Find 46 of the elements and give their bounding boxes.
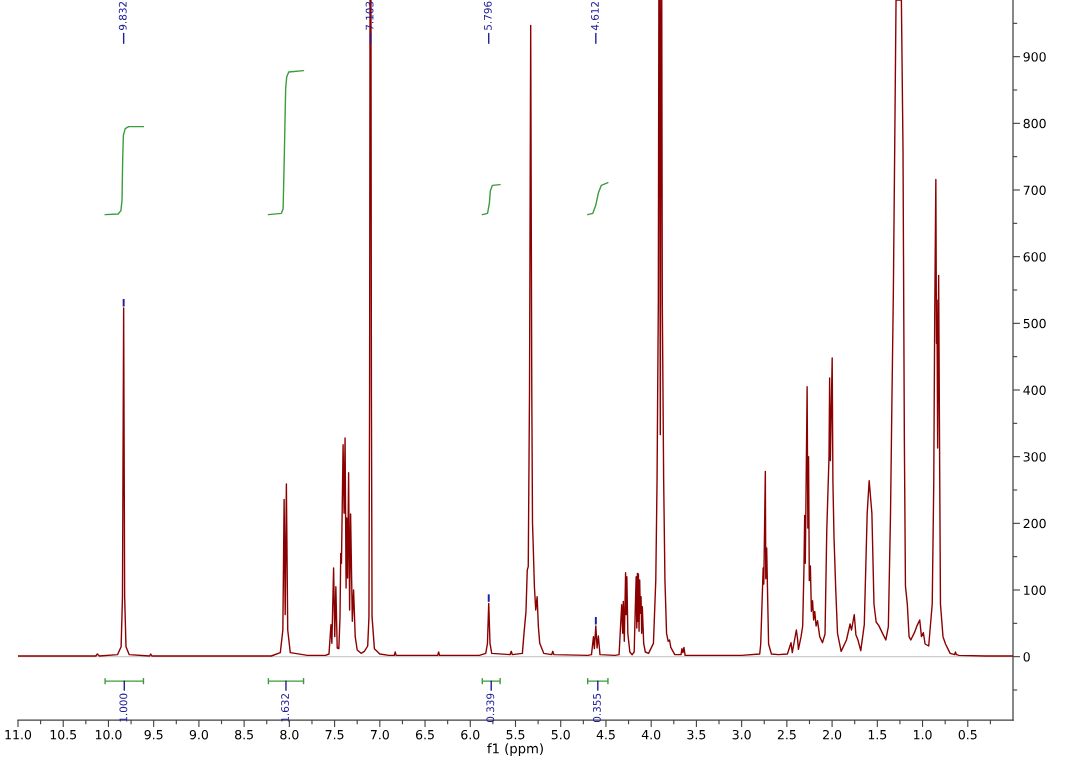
y-tick-label: 400 [1023,385,1046,395]
y-tick-label: 200 [1023,518,1046,529]
x-tick-label: 1.0 [913,729,932,740]
x-tick-label: 4.5 [596,730,615,740]
annotation: 7.103 [365,1,374,30]
line-series [586,181,609,216]
x-tick-label: 5.5 [506,730,525,740]
annotation: 5.796 [483,1,492,30]
x-axis-title: f1 (ppm) [487,743,543,756]
annotation: 0.339 [486,693,495,723]
x-tick-label: 7.5 [325,730,344,740]
x-tick-label: 9.0 [189,729,209,740]
x-tick-label: 3.5 [687,729,706,740]
x-tick-label: 6.5 [415,729,434,740]
y-tick-label: 800 [1023,118,1046,129]
x-tick-label: 8.0 [280,729,299,740]
x-tick-label: 11.0 [5,729,32,740]
annotation: 1.632 [281,693,289,722]
x-tick-label: 1.5 [868,730,887,740]
x-tick-label: 0.5 [958,729,977,740]
line-series [18,0,1013,657]
x-tick-label: 10.0 [95,729,122,740]
y-tick-label: 500 [1023,318,1046,329]
y-tick-label: 100 [1024,585,1046,595]
y-tick-label: 700 [1023,185,1046,195]
x-tick-label: 2.0 [823,729,842,740]
x-tick-label: 4.0 [641,729,661,740]
x-tick-label: 7.0 [370,729,389,740]
annotation: 0.355 [592,693,601,723]
x-tick-label: 8.5 [235,729,253,740]
y-tick-label: 300 [1023,452,1046,462]
line-series [104,125,145,216]
x-tick-label: 6.0 [461,729,480,740]
line-series [481,183,501,216]
x-tick-label: 5.0 [551,729,570,740]
x-tick-label: 3.0 [732,729,751,740]
y-tick-label: 900 [1023,52,1046,62]
x-tick-label: 9.5 [144,729,163,740]
y-tick-label: 600 [1023,252,1046,262]
annotation: 4.612 [590,1,599,31]
annotation: 1.000 [119,693,128,722]
x-tick-label: 2.5 [777,729,796,740]
x-tick-label: 10.5 [50,729,77,740]
y-tick-label: 0 [1023,652,1030,662]
line-series [267,69,305,216]
annotation: 9.832 [118,1,127,31]
